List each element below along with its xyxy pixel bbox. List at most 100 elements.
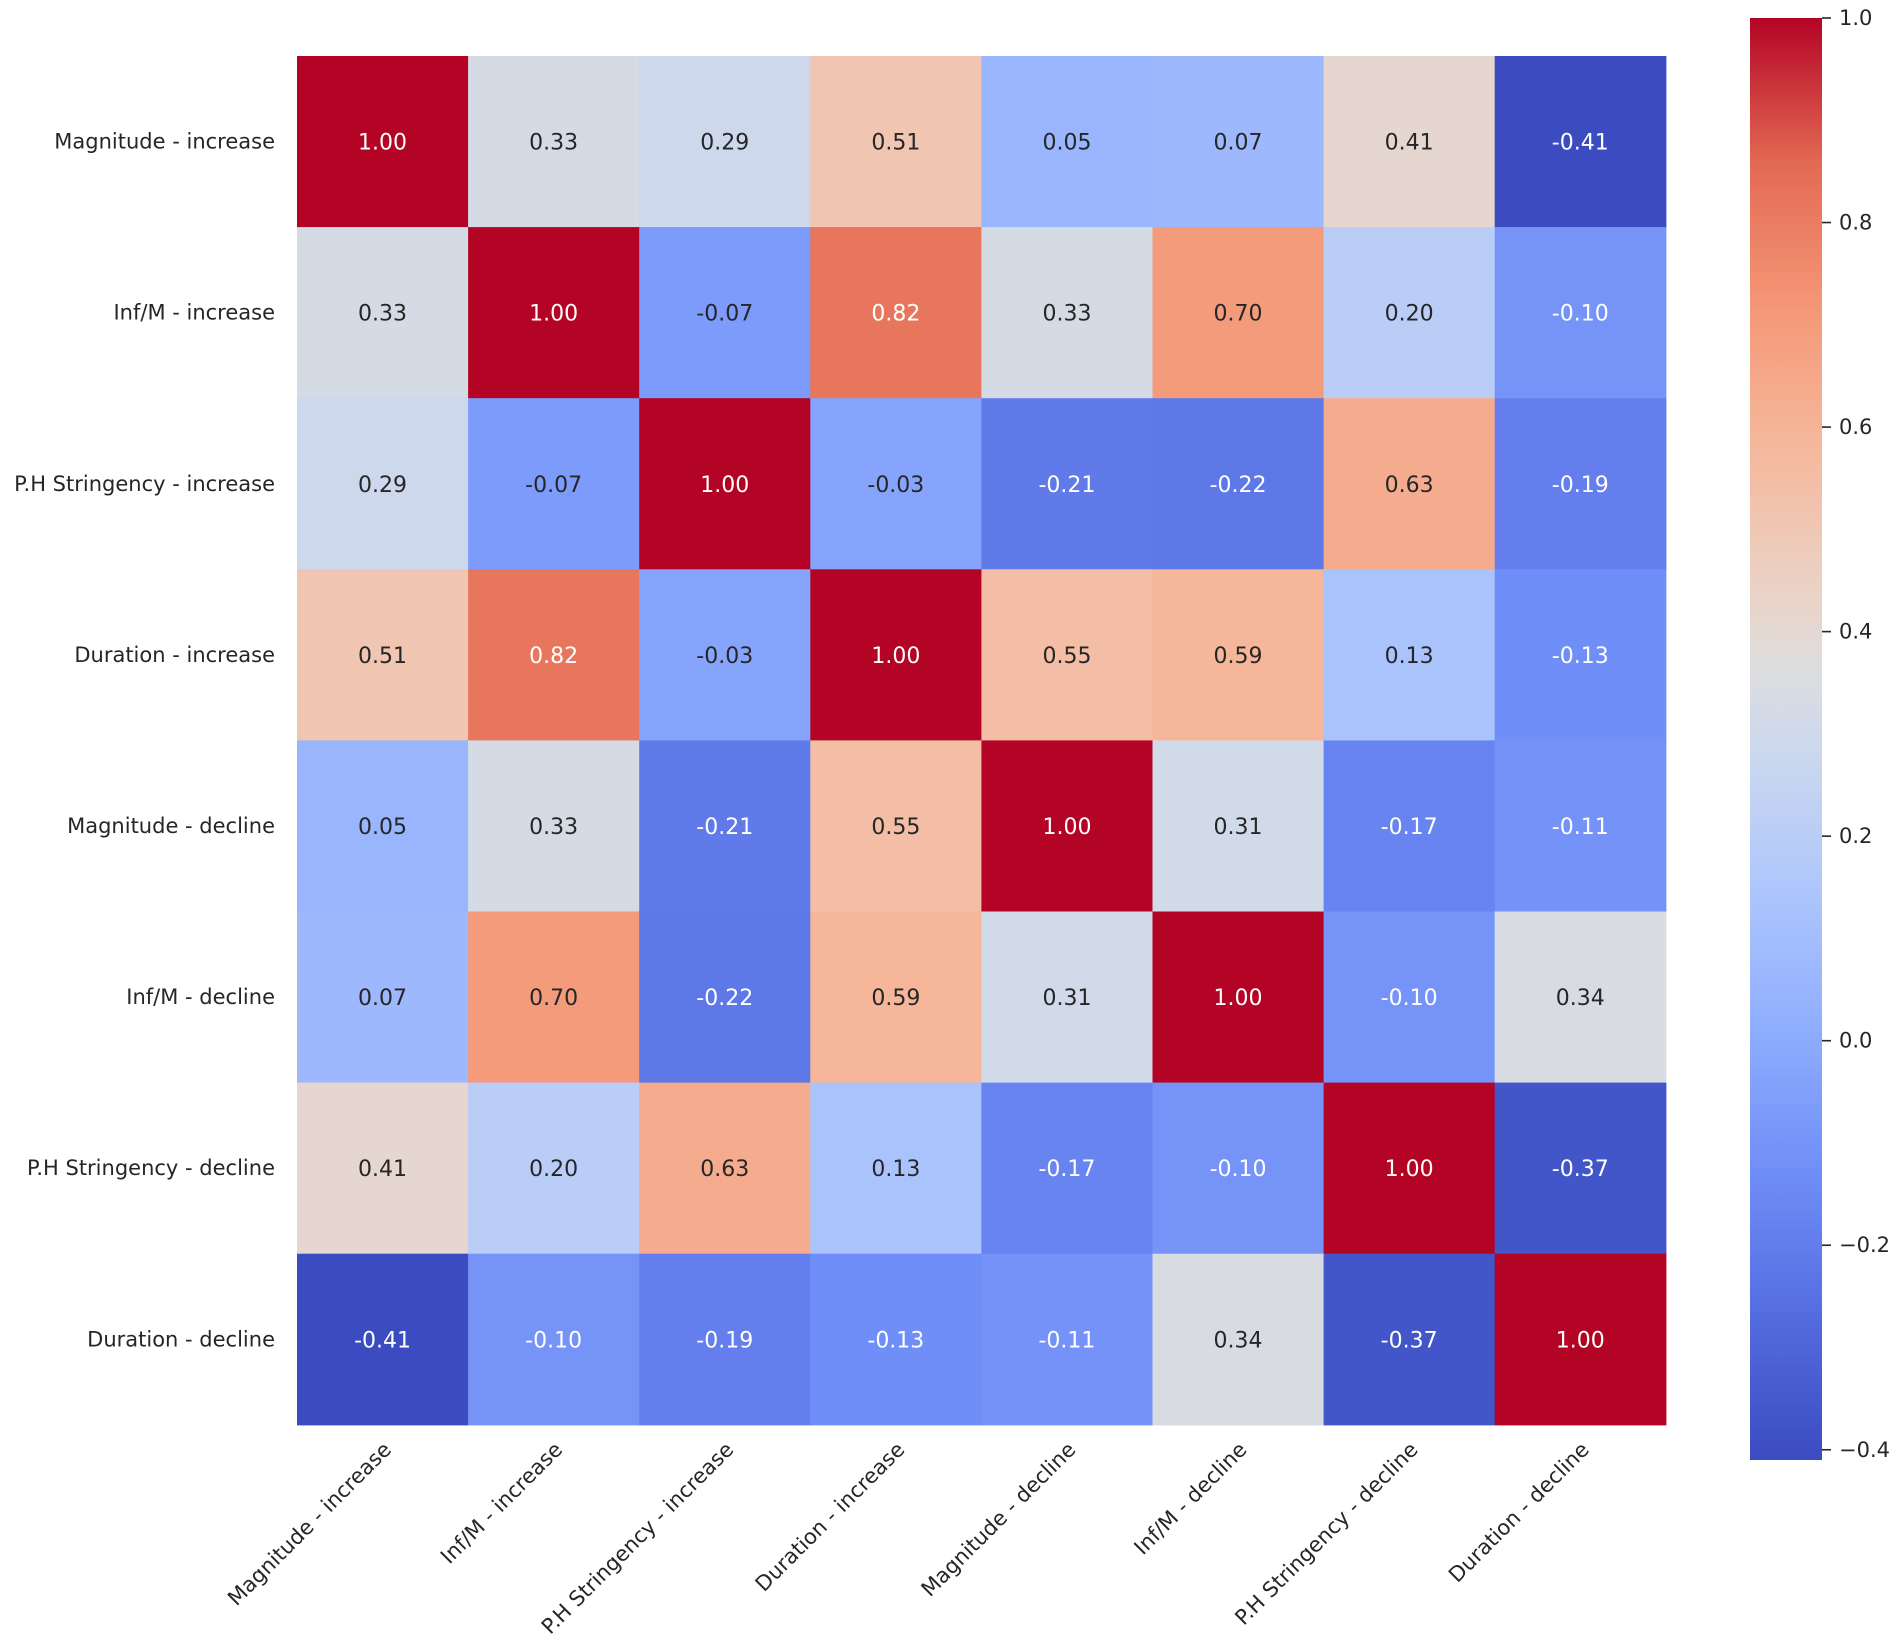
cell-value-label: 0.55 (1042, 644, 1091, 669)
heatmap-cell (639, 56, 811, 228)
heatmap-cell (468, 1253, 640, 1426)
column-tick-label: Magnitude - decline (917, 1437, 1081, 1601)
cell-value-label: -0.10 (525, 1328, 582, 1353)
column-tick-label: Inf/M - decline (1129, 1437, 1251, 1559)
cell-value-label: 0.70 (1214, 302, 1263, 327)
heatmap-cell (1152, 227, 1325, 399)
row-tick-label: Duration - increase (74, 643, 275, 667)
column-tick-label: P.H Stringency - decline (1230, 1437, 1422, 1629)
column-tick-label: Duration - decline (1444, 1437, 1594, 1587)
heatmap-cell (810, 911, 982, 1084)
cell-value-label: 0.63 (1385, 473, 1434, 498)
row-tick-label: P.H Stringency - increase (14, 472, 275, 496)
cell-value-label: 0.63 (700, 1157, 749, 1182)
heatmap-cell (981, 569, 1154, 741)
heatmap-cell (810, 1253, 982, 1426)
heatmap-cell (468, 1082, 640, 1255)
cell-value-label: 0.07 (1214, 131, 1263, 156)
cell-value-label: 0.51 (358, 644, 407, 669)
heatmap-cell (1494, 569, 1667, 741)
heatmap-cell (1152, 569, 1325, 741)
heatmap-cell (297, 911, 469, 1084)
cell-value-label: 0.13 (1385, 644, 1434, 669)
cell-value-label: -0.07 (696, 302, 753, 327)
heatmap-cell (297, 56, 469, 228)
cell-value-label: -0.11 (1038, 1328, 1095, 1353)
cell-value-label: 0.31 (1214, 815, 1263, 840)
row-tick-labels: Magnitude - increase Inf/M - increase P.H … (14, 130, 275, 1352)
cell-value-label: -0.37 (1552, 1157, 1609, 1182)
heatmap-cell (981, 1253, 1154, 1426)
cell-value-label: -0.13 (1552, 644, 1609, 669)
cell-value-label: 0.59 (1214, 644, 1263, 669)
colorbar-tick-label: 0.2 (1839, 824, 1872, 848)
cell-value-label: 0.51 (871, 131, 920, 156)
heatmap-cell (1323, 227, 1496, 399)
cell-value-label: -0.22 (696, 986, 753, 1011)
cell-value-label: 1.00 (529, 302, 578, 327)
cell-value-label: 0.34 (1556, 986, 1605, 1011)
cell-value-label: 0.41 (1385, 131, 1434, 156)
heatmap-cell (1494, 911, 1667, 1084)
heatmap-cell (468, 569, 640, 741)
heatmap-cells (297, 56, 1667, 1426)
colorbar-bar (1750, 18, 1822, 1460)
cell-value-label: -0.11 (1552, 815, 1609, 840)
heatmap-cell (1494, 398, 1667, 570)
column-tick-label: P.H Stringency - increase (537, 1437, 738, 1638)
row-tick-label: Duration - decline (87, 1327, 275, 1351)
heatmap-cell (810, 1082, 982, 1255)
column-tick-label: Magnitude - increase (223, 1437, 396, 1610)
cell-value-label: 0.59 (871, 986, 920, 1011)
row-tick-label: P.H Stringency - decline (27, 1156, 275, 1180)
colorbar-tick-label: 0.6 (1839, 415, 1872, 439)
heatmap-cell (639, 911, 811, 1084)
column-tick-label: Inf/M - increase (436, 1437, 567, 1568)
heatmap-cell (297, 740, 469, 913)
cell-value-label: 0.33 (529, 815, 578, 840)
cell-value-label: -0.10 (1552, 302, 1609, 327)
cell-value-label: 1.00 (871, 644, 920, 669)
heatmap-cell (1323, 1082, 1496, 1255)
heatmap-cell (810, 740, 982, 913)
heatmap-cell (297, 1253, 469, 1426)
cell-value-label: -0.22 (1210, 473, 1267, 498)
heatmap-cell (1152, 398, 1325, 570)
cell-value-label: -0.10 (1210, 1157, 1267, 1182)
heatmap-cell (468, 56, 640, 228)
heatmap-cell (1152, 56, 1325, 228)
cell-value-label: 0.34 (1214, 1328, 1263, 1353)
heatmap-cell (297, 398, 469, 570)
cell-value-label: 1.00 (1042, 815, 1091, 840)
cell-value-label: 0.33 (1042, 302, 1091, 327)
heatmap-cell (468, 911, 640, 1084)
cell-value-label: -0.17 (1038, 1157, 1095, 1182)
cell-value-label: -0.07 (525, 473, 582, 498)
cell-value-label: -0.21 (696, 815, 753, 840)
colorbar-tick-label: −0.4 (1839, 1438, 1890, 1462)
heatmap-cell (1323, 398, 1496, 570)
heatmap-cell (981, 1082, 1154, 1255)
colorbar-tick-label: 0.8 (1839, 211, 1872, 235)
cell-value-label: 0.13 (871, 1157, 920, 1182)
cell-value-label: 0.82 (529, 644, 578, 669)
cell-value-label: -0.21 (1038, 473, 1095, 498)
cell-value-label: 0.70 (529, 986, 578, 1011)
heatmap-cell (639, 740, 811, 913)
heatmap-cell (1323, 1253, 1496, 1426)
heatmap-cell (468, 740, 640, 913)
heatmap-cell (1323, 911, 1496, 1084)
column-tick-label: Duration - increase (751, 1437, 910, 1596)
heatmap-cell (297, 227, 469, 399)
heatmap-cell (639, 1082, 811, 1255)
cell-value-label: 0.33 (358, 302, 407, 327)
heatmap-cell (1494, 1253, 1667, 1426)
heatmap-cell (981, 398, 1154, 570)
cell-value-label: 0.33 (529, 131, 578, 156)
column-tick-labels: Magnitude - increase Inf/M - increaseP.H … (223, 1437, 1594, 1638)
row-tick-label: Inf/M - decline (126, 985, 275, 1009)
colorbar-tick-label: −0.2 (1839, 1233, 1890, 1257)
heatmap-cell (468, 227, 640, 399)
heatmap-cell (297, 1082, 469, 1255)
